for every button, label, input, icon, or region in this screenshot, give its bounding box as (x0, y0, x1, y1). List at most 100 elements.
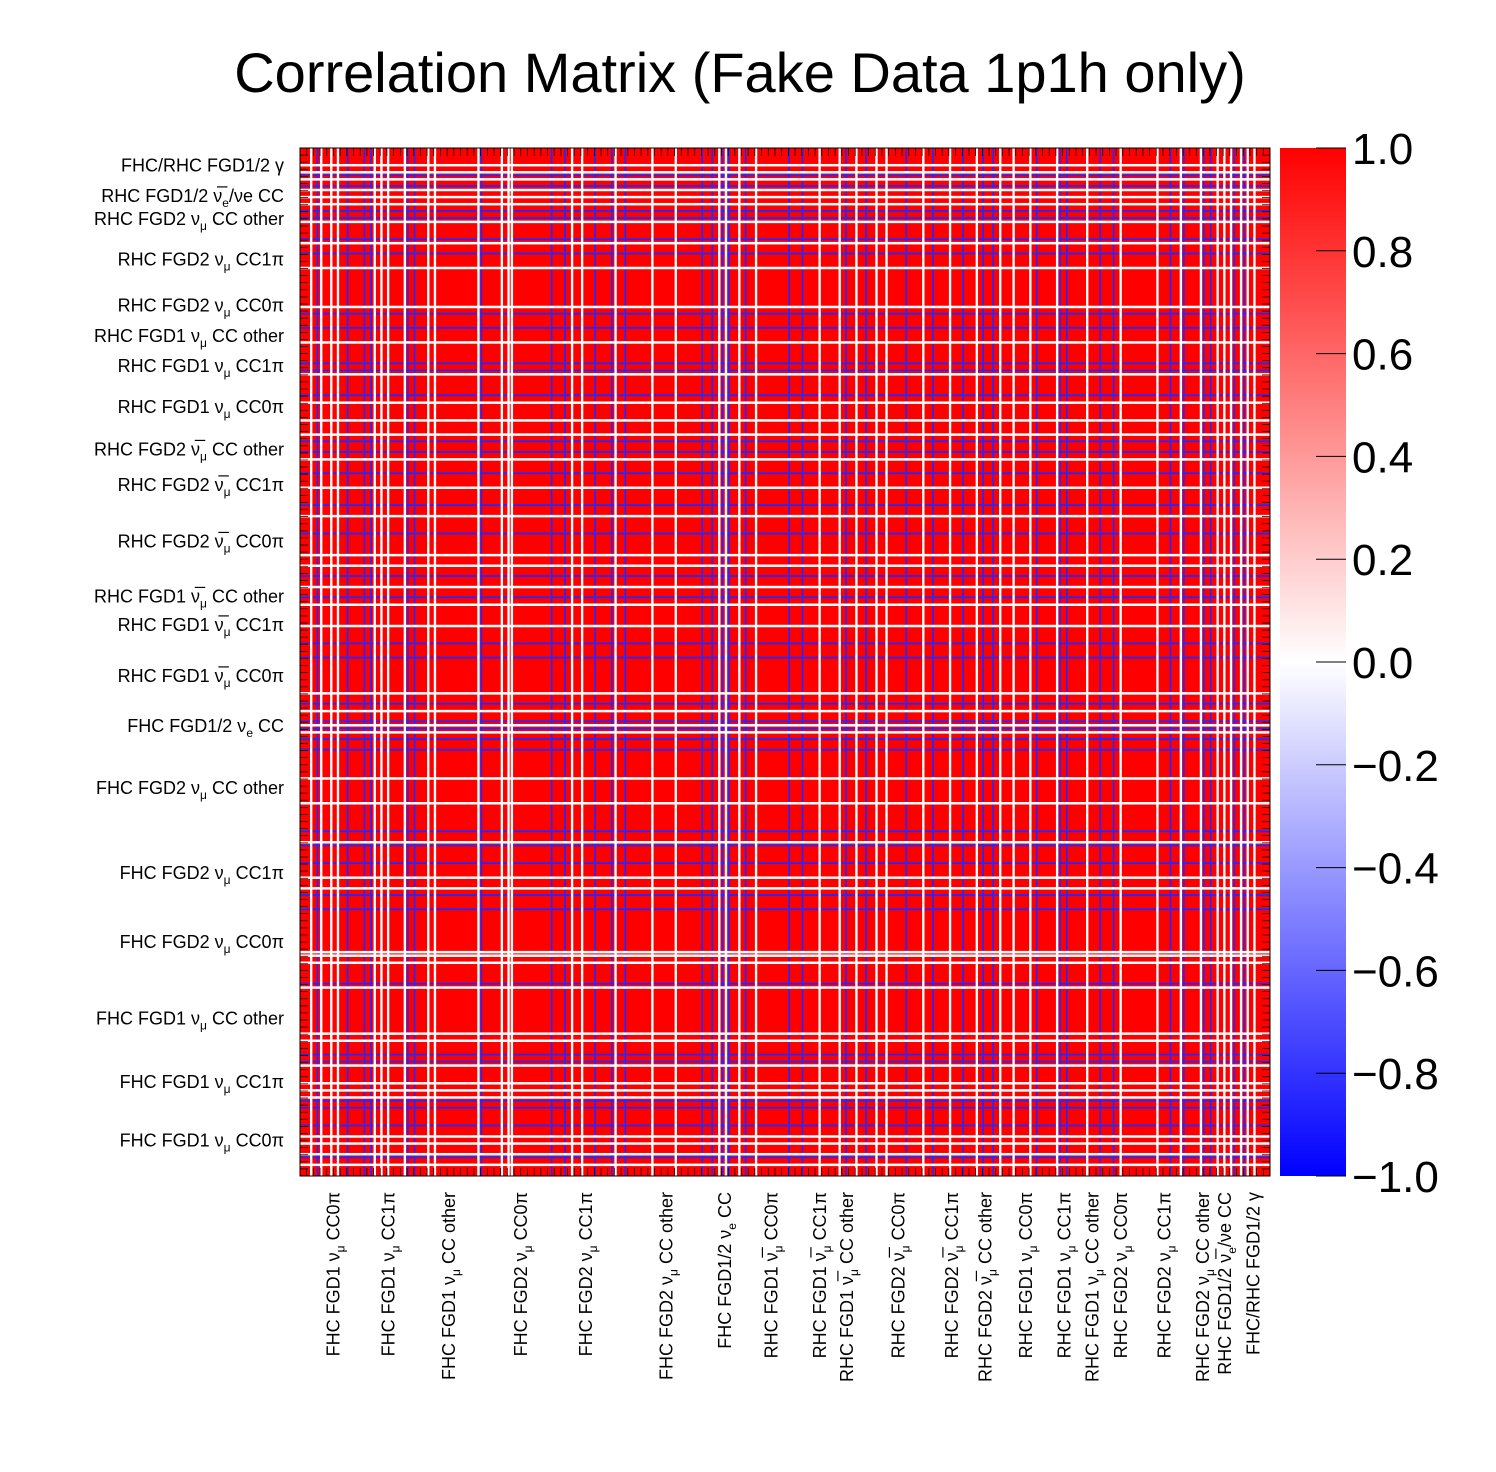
blue-row-band (300, 702, 1270, 705)
white-column-band (1246, 148, 1249, 1176)
y-category-label: RHC FGD1 ν̅μ CC0π (118, 666, 284, 690)
blue-row-band (300, 830, 1270, 833)
white-row-band (300, 887, 1270, 890)
white-row-band (300, 954, 1270, 957)
white-row-band (300, 458, 1270, 461)
blue-row-band (300, 1099, 1270, 1102)
white-column-band (336, 148, 340, 1176)
y-category-label: RHC FGD1 ν̅μ CC1π (118, 615, 284, 639)
white-column-band (838, 148, 841, 1176)
white-column-band (999, 148, 1002, 1176)
blue-row-band (300, 504, 1270, 507)
y-category-label: FHC FGD1 νμ CC other (96, 1008, 284, 1032)
x-category-label: FHC/RHC FGD1/2 γ (1243, 1192, 1263, 1355)
y-category-label: FHC FGD1/2 νe CC (127, 716, 284, 740)
blue-row-band (300, 174, 1270, 177)
color-scale-tick-label: 0.6 (1352, 331, 1413, 380)
blue-column-band (905, 148, 908, 1176)
x-category-label: FHC FGD1 νμ CC other (439, 1192, 463, 1380)
white-row-band (300, 1152, 1270, 1156)
white-column-band (510, 148, 514, 1176)
blue-column-band (316, 148, 319, 1176)
white-row-band (300, 603, 1270, 606)
white-column-band (380, 148, 383, 1176)
white-row-band (300, 802, 1270, 805)
white-column-band (922, 148, 925, 1176)
white-column-band (1055, 148, 1059, 1176)
blue-row-band (300, 252, 1270, 255)
y-category-label: FHC FGD1 νμ CC1π (120, 1072, 284, 1096)
color-scale-tick-label: 0.8 (1352, 228, 1413, 277)
white-column-band (754, 148, 758, 1176)
blue-column-band (982, 148, 985, 1176)
white-row-band (300, 876, 1270, 879)
blue-column-band (711, 148, 714, 1176)
x-category-label: RHC FGD2 νμ CC0π (1111, 1192, 1135, 1358)
white-row-band (300, 692, 1270, 695)
white-column-band (738, 148, 741, 1176)
blue-row-band (300, 748, 1270, 751)
white-row-band (300, 202, 1270, 206)
blue-column-band (1203, 148, 1205, 1176)
x-category-label: RHC FGD2 ν̅μ CC0π (889, 1192, 913, 1358)
white-column-band (477, 148, 480, 1176)
white-row-band (300, 433, 1270, 436)
blue-column-band (407, 148, 409, 1176)
x-category-label: RHC FGD1 ν̅μ CC other (837, 1192, 861, 1382)
white-row-band (300, 341, 1270, 344)
y-category-label: RHC FGD1 ν̅μ CC other (94, 586, 284, 610)
blue-column-band (550, 148, 553, 1176)
white-row-band (300, 1032, 1270, 1035)
blue-column-band (1099, 148, 1102, 1176)
white-column-band (580, 148, 584, 1176)
blue-row-band (300, 642, 1270, 645)
blue-column-band (1035, 148, 1038, 1176)
white-row-band (300, 241, 1270, 245)
blue-column-band (1233, 148, 1235, 1176)
y-category-label: FHC FGD1 νμ CC0π (120, 1131, 284, 1155)
x-category-label: RHC FGD1 ν̅μ CC1π (810, 1192, 834, 1358)
blue-row-band (300, 1060, 1270, 1063)
blue-row-band (300, 451, 1270, 453)
blue-row-band (300, 862, 1270, 865)
white-row-band (300, 709, 1270, 713)
white-column-band (875, 148, 878, 1176)
blue-column-band (962, 148, 964, 1176)
white-column-band (1179, 148, 1183, 1176)
white-row-band (300, 188, 1270, 192)
blue-row-band (300, 720, 1270, 723)
white-column-band (1223, 148, 1226, 1176)
white-row-band (300, 731, 1270, 734)
white-row-band (300, 986, 1270, 989)
x-category-label: RHC FGD2 ν̅μ CC1π (942, 1192, 966, 1358)
white-row-band (300, 1135, 1270, 1138)
blue-column-band (1112, 148, 1115, 1176)
white-column-band (1119, 148, 1122, 1176)
blue-row-band (300, 394, 1270, 397)
white-column-band (1029, 148, 1032, 1176)
white-row-band (300, 724, 1270, 727)
color-scale-tick-label: −0.4 (1352, 845, 1439, 894)
color-scale-tick-label: 1.0 (1352, 125, 1413, 174)
blue-column-band (721, 148, 724, 1176)
white-column-band (1199, 148, 1203, 1176)
white-row-band (300, 961, 1270, 965)
white-row-band (300, 553, 1270, 557)
white-row-band (300, 163, 1270, 167)
blue-column-band (1169, 148, 1172, 1176)
blue-column-band (1243, 148, 1245, 1176)
white-column-band (1086, 148, 1089, 1176)
white-column-band (507, 148, 510, 1176)
blue-column-band (728, 148, 730, 1176)
blue-column-band (370, 148, 372, 1176)
white-column-band (1229, 148, 1233, 1176)
blue-column-band (788, 148, 791, 1176)
white-row-band (300, 305, 1270, 309)
y-category-label: RHC FGD2 νμ CC other (94, 209, 284, 233)
y-category-label: RHC FGD1/2 ν̅e/νe CC (101, 186, 284, 210)
axis-minor-ticks (299, 147, 1271, 1177)
blue-column-band (744, 148, 747, 1176)
white-row-band (300, 220, 1270, 224)
x-category-label: RHC FGD2 ν̅μ CC other (976, 1192, 1000, 1382)
white-row-band (300, 514, 1270, 518)
